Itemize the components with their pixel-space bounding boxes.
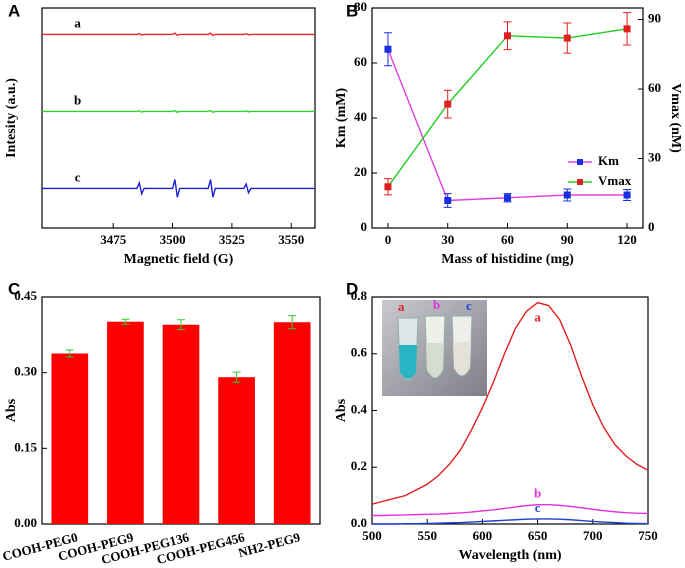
photo-label: b <box>433 297 440 312</box>
error-bar <box>121 318 130 325</box>
x-tick-label: 120 <box>617 232 637 247</box>
x-tick-label: 3500 <box>160 232 186 247</box>
x-axis-label: Wavelength (nm) <box>458 548 561 563</box>
legend-marker <box>577 179 583 185</box>
plot-frame <box>41 7 316 229</box>
legend-label: Vmax <box>598 173 632 188</box>
y-axis-label: Abs <box>4 398 19 422</box>
series-line <box>372 518 649 525</box>
y-tick-label: 0.15 <box>14 439 37 454</box>
y-tick-label: 20 <box>354 164 367 179</box>
y2-axis-label: Vmax (nM) <box>668 83 683 153</box>
bar <box>162 324 200 524</box>
marker <box>384 183 392 191</box>
marker <box>563 34 571 42</box>
y-tick-label: 0.4 <box>351 401 368 416</box>
series-label: c <box>75 169 81 184</box>
x-tick-label: 550 <box>417 528 437 543</box>
bar <box>107 321 144 524</box>
y-tick-label: 0.2 <box>351 458 367 473</box>
bar <box>218 377 255 524</box>
y-tick-label: 0.30 <box>14 364 37 379</box>
x-tick-label: 700 <box>583 528 603 543</box>
x-tick-label: 600 <box>473 528 493 543</box>
x-tick-label: 0 <box>385 232 392 247</box>
marker <box>504 194 511 202</box>
x-tick-label: 60 <box>501 232 514 247</box>
panel-label: C <box>8 279 20 298</box>
x-tick-label: 3525 <box>219 232 246 247</box>
x-tick-label: 650 <box>528 528 548 543</box>
y-tick-label: 40 <box>354 109 367 124</box>
tube-liquid <box>399 345 417 379</box>
series-label: a <box>74 15 81 30</box>
x-tick-label: 750 <box>638 528 658 543</box>
error-bar <box>65 349 74 358</box>
y2-tick-label: 90 <box>648 11 661 26</box>
y-tick-label: 0.45 <box>14 288 37 303</box>
x-axis-label: Magnetic field (G) <box>124 252 234 267</box>
y-tick-label: 60 <box>354 54 367 69</box>
panel-label: A <box>8 1 20 20</box>
bar <box>51 353 89 524</box>
bar <box>273 322 311 524</box>
tube-liquid <box>453 342 471 375</box>
marker <box>623 191 631 199</box>
series-line <box>42 179 315 198</box>
series-label: a <box>534 310 541 325</box>
panel-label: B <box>346 1 358 20</box>
photo-label: a <box>398 299 405 314</box>
y-tick-label: 0.0 <box>351 515 367 530</box>
marker <box>384 45 392 53</box>
series-label: c <box>535 500 541 515</box>
y2-tick-label: 30 <box>648 150 661 165</box>
y2-tick-label: 0 <box>648 219 655 234</box>
series-line <box>42 32 315 37</box>
y-tick-label: 0 <box>361 219 368 234</box>
y-tick-label: 80 <box>354 0 367 14</box>
x-axis-label: Mass of histidine (mg) <box>441 252 574 267</box>
legend-marker <box>577 159 583 165</box>
y-axis-label: Abs <box>334 398 349 422</box>
y-axis-label: Intesity (a.u.) <box>4 78 19 158</box>
y-axis-label: Km (mM) <box>334 88 349 149</box>
y-tick-label: 0.00 <box>14 515 37 530</box>
series-label: b <box>74 92 81 107</box>
x-tick-label: 3475 <box>100 232 127 247</box>
tube-liquid <box>426 343 444 377</box>
error-bar <box>232 371 241 383</box>
y2-tick-label: 60 <box>648 80 661 95</box>
marker <box>444 197 452 204</box>
marker <box>623 25 631 33</box>
x-tick-label: NH2-PEG9 <box>236 529 302 560</box>
inset-photo: a b c <box>382 297 487 396</box>
panel-label: D <box>346 279 358 298</box>
series-line <box>387 28 628 188</box>
series-line <box>42 109 315 114</box>
series-line <box>371 301 649 505</box>
y-tick-label: 0.6 <box>351 345 368 360</box>
series-line <box>372 504 649 517</box>
x-tick-label: 30 <box>441 232 454 247</box>
x-tick-label: 500 <box>362 528 382 543</box>
series-line <box>387 48 628 202</box>
error-bar <box>288 315 297 330</box>
error-bar <box>177 319 185 331</box>
marker <box>444 100 452 108</box>
series-label: b <box>534 486 541 501</box>
photo-label: c <box>466 298 472 313</box>
legend-label: Km <box>598 153 619 168</box>
x-tick-label: 90 <box>561 232 574 247</box>
marker <box>504 32 511 40</box>
y-tick-label: 0.8 <box>351 288 368 303</box>
marker <box>563 191 571 199</box>
x-tick-label: 3550 <box>278 232 304 247</box>
